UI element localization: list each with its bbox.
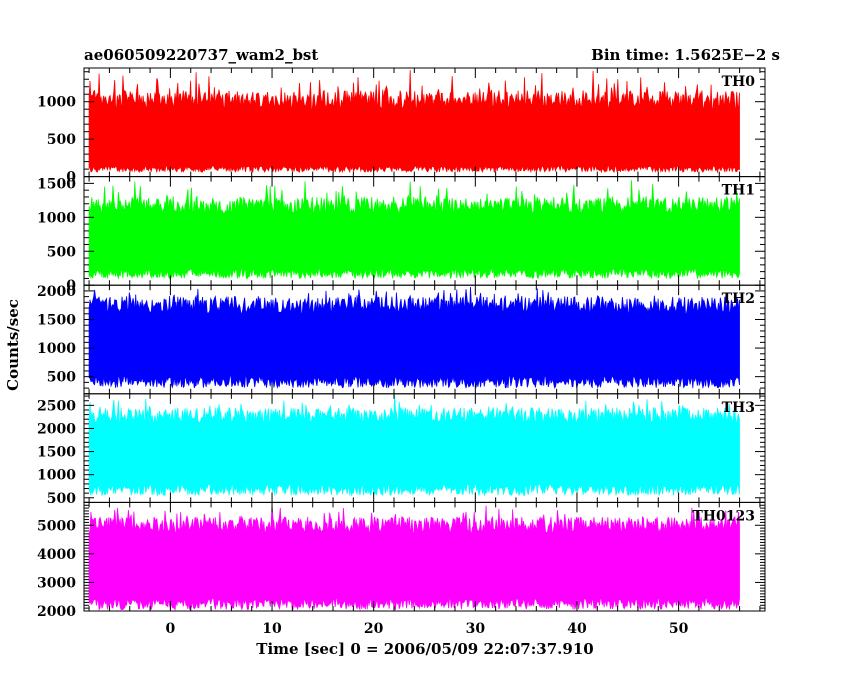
series-label-th0123: TH0123 [692,508,755,524]
x-tick-label: 40 [567,621,587,637]
x-tick-label: 30 [466,621,486,637]
y-tick-label: 1500 [37,445,76,461]
panel-th0: 0 500 1000 TH0 [37,67,766,186]
y-tick-label: 1500 [37,312,76,328]
series-label-th3: TH3 [722,400,755,416]
y-tick-label: 2000 [37,604,76,620]
series-label-th2: TH2 [722,291,755,307]
series-th0-curve [88,70,740,174]
x-tick-label: 0 [166,621,176,637]
x-tick-label: 50 [669,621,689,637]
panel-th2: 500 1000 1500 2000 TH2 [37,284,766,395]
panel-th3: 500 1000 1500 2000 2500 TH3 [37,393,766,507]
y-tick-label: 1000 [37,95,76,111]
y-tick-label: 500 [47,491,76,507]
y-tick-label: 3000 [37,575,76,591]
chart-title: ae060509220737_wam2_bst [84,46,318,64]
x-tick-label: 20 [364,621,384,637]
y-tick-label: 500 [47,132,76,148]
panels: 0 500 1000 TH0 0 500 1000 1500 TH1 500 1000 1500 200… [37,67,766,620]
series-th2-curve [88,286,740,390]
x-axis: 0 10 20 30 40 50 [166,621,689,637]
y-tick-label: 4000 [37,547,76,563]
y-tick-label: 2000 [37,284,76,300]
panel-th1: 0 500 1000 1500 TH1 [37,176,766,294]
series-label-th0: TH0 [722,74,756,90]
series-th3-curve [88,395,740,497]
y-tick-label: 0 [66,278,76,294]
y-tick-label: 1000 [37,468,76,484]
y-tick-label: 1000 [37,341,76,357]
y-tick-label: 5000 [37,518,76,534]
y-tick-label: 1000 [37,210,76,226]
y-tick-label: 1500 [37,176,76,192]
y-tick-label: 500 [47,244,76,260]
series-label-th1: TH1 [722,183,755,199]
panel-th0123: 2000 3000 4000 5000 TH0123 [37,501,766,620]
y-axis-title: Counts/sec [4,299,22,391]
y-tick-label: 2000 [37,421,76,437]
bin-time-label: Bin time: 1.5625E−2 s [591,46,780,64]
x-axis-title: Time [sec] 0 = 2006/05/09 22:07:37.910 [256,640,593,658]
x-tick-label: 10 [262,621,282,637]
series-th1-curve [88,180,740,280]
y-tick-label: 500 [47,370,76,386]
y-tick-label: 0 [66,170,76,186]
y-tick-label: 2500 [37,398,76,414]
series-th0123-curve [88,504,740,611]
